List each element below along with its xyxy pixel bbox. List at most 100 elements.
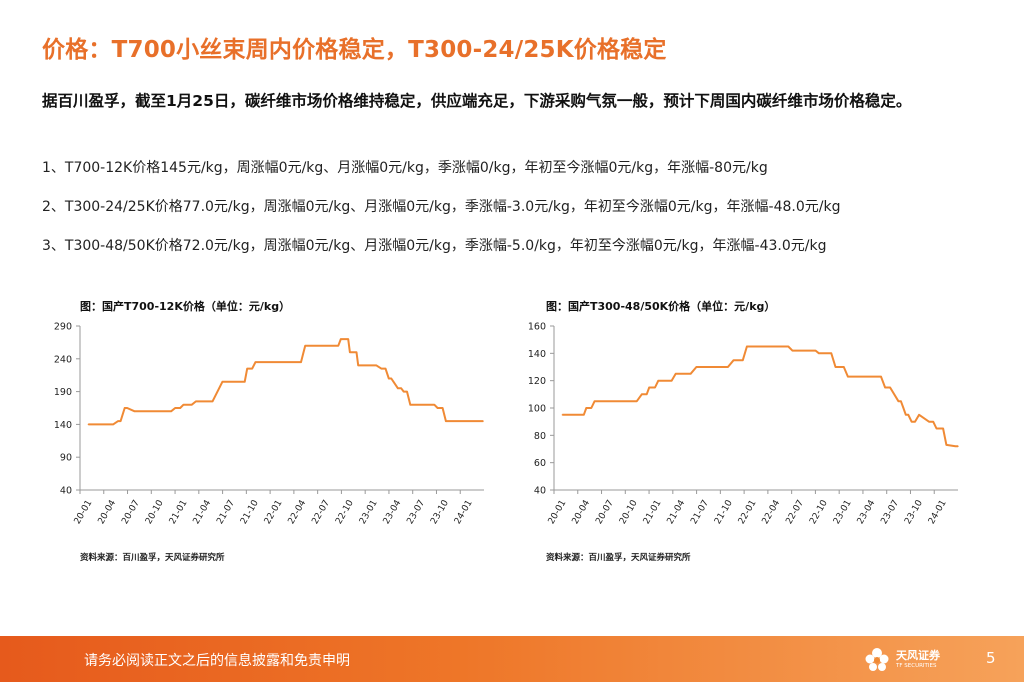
data-point (945, 444, 948, 446)
footer-disclaimer: 请务必阅读正文之后的信息披露和免责申明 (84, 653, 350, 669)
company-logo: 天风证券 TF SECURITIES (858, 642, 958, 678)
data-point (271, 361, 273, 363)
data-point (695, 366, 697, 368)
data-point (340, 338, 342, 340)
y-tick-label: 290 (54, 322, 72, 333)
data-point (583, 414, 585, 416)
y-tick-label: 100 (528, 404, 546, 415)
x-tick-label: 23-07 (879, 499, 901, 527)
data-point (928, 421, 930, 423)
x-tick-label: 20-10 (144, 498, 166, 526)
data-point (670, 380, 673, 382)
data-point (337, 345, 339, 347)
data-point (109, 423, 111, 425)
data-point (355, 351, 358, 353)
data-point (112, 423, 114, 425)
x-tick-label: 22-10 (808, 498, 830, 526)
data-point (746, 345, 748, 348)
data-point (889, 386, 891, 389)
data-point (675, 373, 677, 375)
y-tick-label: 40 (60, 486, 72, 497)
x-tick-label: 22-07 (310, 499, 332, 527)
series-line-1 (562, 345, 958, 448)
data-point (905, 414, 907, 416)
data-point (140, 410, 142, 412)
data-point (657, 380, 659, 382)
x-tick-label: 21-07 (215, 499, 237, 527)
x-tick-label: 20-01 (73, 499, 95, 527)
chart-source-t300: 资料来源：百川盈孚，天风证券研究所 (546, 553, 691, 563)
x-tick-label: 21-04 (666, 498, 688, 526)
data-point (87, 423, 89, 425)
x-tick-label: 21-10 (713, 498, 735, 526)
data-point (251, 368, 253, 370)
data-point (119, 420, 122, 422)
data-point (150, 410, 152, 412)
logo-name: 天风证券 (896, 649, 940, 662)
data-point (918, 414, 920, 416)
chart-source-t700: 资料来源：百川盈孚，天风证券研究所 (80, 553, 225, 563)
data-point (654, 386, 656, 389)
data-point (375, 364, 377, 366)
x-tick-label: 23-04 (382, 498, 404, 526)
data-point (815, 350, 817, 352)
data-point (400, 387, 402, 389)
data-point (384, 368, 387, 370)
x-tick-label: 20-04 (571, 498, 593, 526)
data-point (791, 350, 794, 352)
data-point (195, 400, 197, 403)
data-point (246, 368, 248, 370)
data-point (561, 414, 563, 416)
x-tick-label: 21-10 (239, 498, 261, 526)
x-tick-label: 23-04 (856, 498, 878, 526)
x-tick-label: 24-01 (453, 499, 475, 527)
data-point (733, 359, 735, 361)
data-point (388, 377, 390, 380)
data-point (347, 338, 349, 340)
price-item-t300-24k: 2、T300-24/25K价格77.0元/kg，周涨幅0元/kg、月涨幅0元/k… (42, 199, 841, 215)
x-tick-label: 21-01 (642, 499, 664, 527)
data-point (834, 366, 837, 368)
data-point (117, 420, 119, 422)
data-point (935, 427, 938, 430)
y-tick-label: 90 (60, 453, 72, 464)
data-point (689, 373, 692, 375)
data-point (380, 368, 382, 370)
y-tick-label: 140 (54, 420, 72, 431)
x-tick-label: 21-07 (689, 499, 711, 527)
x-tick-label: 22-04 (761, 498, 783, 526)
data-point (174, 407, 176, 409)
data-point (590, 407, 592, 409)
data-point (593, 400, 596, 402)
data-point (954, 445, 957, 447)
data-point (622, 400, 624, 402)
data-point (942, 427, 944, 430)
y-tick-label: 240 (54, 354, 72, 365)
data-point (902, 407, 904, 409)
x-tick-label: 23-07 (405, 499, 427, 527)
data-point (397, 387, 399, 389)
data-point (254, 361, 257, 363)
price-item-t300-48k: 3、T300-48/50K价格72.0元/kg，周涨幅0元/kg、月涨幅0元/k… (42, 238, 827, 254)
x-tick-label: 22-01 (737, 499, 759, 527)
flower-logo-icon (865, 648, 889, 671)
y-tick-label: 120 (528, 376, 546, 387)
y-tick-label: 60 (534, 458, 546, 469)
data-point (911, 421, 913, 423)
data-point (126, 407, 128, 409)
y-tick-label: 40 (534, 486, 546, 497)
chart-title-t700: 图：国产T700-12K价格（单位：元/kg） (80, 300, 291, 313)
data-point (304, 345, 306, 347)
y-tick-label: 160 (528, 322, 546, 333)
x-tick-label: 24-01 (927, 499, 949, 527)
data-point (787, 345, 789, 348)
x-tick-label: 22-07 (784, 499, 806, 527)
data-point (390, 377, 392, 380)
data-point (406, 391, 408, 393)
data-point (409, 404, 411, 406)
data-point (914, 421, 916, 423)
chart-title-t300: 图：国产T300-48/50K价格（单位：元/kg） (546, 300, 776, 313)
data-point (714, 366, 717, 368)
data-point (598, 400, 600, 402)
